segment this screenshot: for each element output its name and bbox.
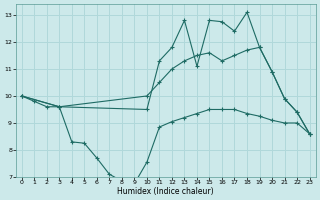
X-axis label: Humidex (Indice chaleur): Humidex (Indice chaleur) — [117, 187, 214, 196]
